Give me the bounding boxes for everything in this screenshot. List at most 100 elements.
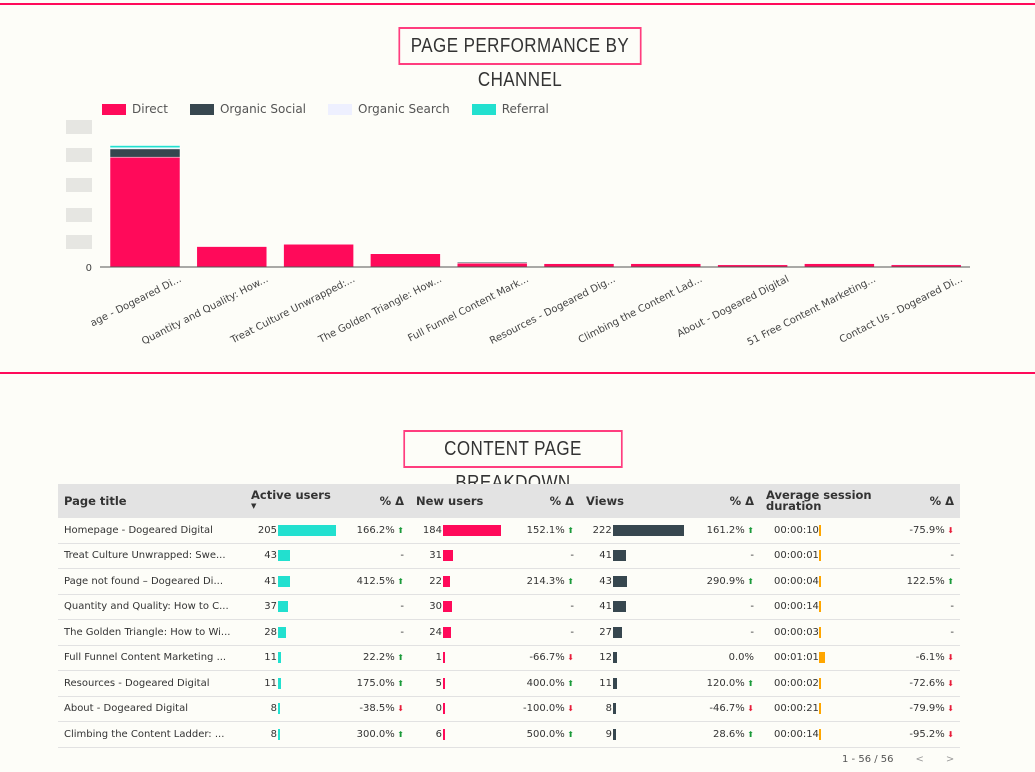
column-header[interactable]: % Δ xyxy=(345,494,410,508)
bar-segment[interactable] xyxy=(283,244,354,268)
page-title-cell: About - Dogeared Digital xyxy=(64,703,188,715)
metric-bar xyxy=(443,550,453,562)
page-title-cell: Resources - Dogeared Digital xyxy=(64,677,210,689)
bar-segment[interactable] xyxy=(370,253,441,268)
pagination: 1 - 56 / 56 < > xyxy=(842,754,954,765)
change-cell: 166.2% ⬆ xyxy=(345,525,410,536)
bar-segment[interactable] xyxy=(456,261,528,263)
metric-bar xyxy=(443,626,451,638)
change-cell: -66.7% ⬇ xyxy=(510,652,580,663)
metric-cell: 24 xyxy=(410,626,510,638)
change-cell: 120.0% ⬆ xyxy=(690,678,760,689)
change-value: 300.0% xyxy=(356,728,395,740)
metric-value: 11 xyxy=(599,677,612,689)
column-header[interactable]: Average session duration xyxy=(760,490,880,512)
duration-value: 00:00:03 xyxy=(774,626,819,638)
column-header[interactable]: % Δ xyxy=(510,494,580,508)
change-value: - xyxy=(750,601,754,613)
metric-bar xyxy=(443,703,445,715)
duration-bar xyxy=(819,524,821,536)
table-row[interactable]: Resources - Dogeared Digital 11 175.0% ⬆ 5 4… xyxy=(58,671,960,697)
duration-cell: 00:00:14 xyxy=(760,601,880,613)
bar-segment[interactable] xyxy=(109,156,181,268)
duration-cell: 00:00:21 xyxy=(760,703,880,715)
change-cell: -95.2% ⬇ xyxy=(880,729,960,740)
duration-value: 00:00:01 xyxy=(774,550,819,562)
change-value: 22.2% xyxy=(362,652,395,664)
metric-cell: 8 xyxy=(245,703,345,715)
table-row[interactable]: Page not found – Dogeared Di... 41 412.5% … xyxy=(58,569,960,595)
column-header[interactable]: Active users ▼ xyxy=(245,490,345,512)
legend-item[interactable]: Organic Search xyxy=(328,102,450,116)
change-value: 28.6% xyxy=(712,728,745,740)
change-value: -100.0% xyxy=(523,703,565,715)
bar-segment[interactable] xyxy=(456,262,528,268)
metric-cell: 37 xyxy=(245,601,345,613)
duration-bar xyxy=(819,728,821,740)
metric-bar xyxy=(613,652,617,664)
metric-cell: 11 xyxy=(245,677,345,689)
metric-bar xyxy=(613,575,627,587)
prev-page-button[interactable]: < xyxy=(915,754,924,765)
metric-cell: 28 xyxy=(245,626,345,638)
legend-item[interactable]: Organic Social xyxy=(189,102,306,116)
change-value: -79.9% xyxy=(909,703,945,715)
up-arrow-icon: ⬆ xyxy=(564,678,574,688)
metric-value: 0 xyxy=(435,703,442,715)
change-value: 122.5% xyxy=(906,575,945,587)
duration-value: 00:00:14 xyxy=(774,601,819,613)
column-header[interactable]: % Δ xyxy=(880,494,960,508)
metric-value: 11 xyxy=(264,652,277,664)
change-cell: - xyxy=(690,627,760,638)
table-row[interactable]: Treat Culture Unwrapped: Swe... 43 - 31 - 41 -… xyxy=(58,544,960,569)
table-row[interactable]: Homepage - Dogeared Digital 205 166.2% ⬆ 18… xyxy=(58,518,960,544)
change-cell: - xyxy=(510,601,580,612)
legend-item[interactable]: Referral xyxy=(471,102,549,116)
column-header[interactable]: % Δ xyxy=(690,494,760,508)
change-value: -46.7% xyxy=(709,703,745,715)
table-row[interactable]: Quantity and Quality: How to C... 37 - 30 - 4… xyxy=(58,595,960,620)
table-row[interactable]: About - Dogeared Digital 8 -38.5% ⬇ 0 -100.0… xyxy=(58,697,960,722)
metric-bar xyxy=(613,550,627,562)
bar-segment[interactable] xyxy=(543,262,615,264)
y-tick-label: 0 xyxy=(86,263,92,274)
column-header[interactable]: New users xyxy=(410,494,510,508)
bar-segment[interactable] xyxy=(890,263,962,266)
metric-cell: 27 xyxy=(580,626,690,638)
change-cell: 400.0% ⬆ xyxy=(510,678,580,689)
bar-segment[interactable] xyxy=(196,245,268,247)
table-title: CONTENT PAGE BREAKDOWN xyxy=(403,430,623,494)
metric-cell: 205 xyxy=(245,524,345,536)
chart-legend: Direct Organic Social Organic Search Referr… xyxy=(102,102,549,116)
change-cell: -100.0% ⬇ xyxy=(510,703,580,714)
metric-cell: 9 xyxy=(580,728,690,740)
metric-bar xyxy=(278,550,291,562)
down-arrow-icon: ⬇ xyxy=(944,525,954,535)
bar-segment[interactable] xyxy=(370,252,441,254)
table-row[interactable]: Climbing the Content Ladder: ... 8 300.0% … xyxy=(58,722,960,748)
next-page-button[interactable]: > xyxy=(945,754,955,765)
table-row[interactable]: The Golden Triangle: How to Wi... 28 - 24 - 2… xyxy=(58,620,960,646)
metric-cell: 6 xyxy=(410,728,510,740)
down-arrow-icon: ⬇ xyxy=(744,704,754,714)
metric-bar xyxy=(443,575,450,587)
bar-segment[interactable] xyxy=(109,145,181,148)
page-title-cell: Page not found – Dogeared Di... xyxy=(64,575,223,587)
metric-value: 8 xyxy=(270,703,277,715)
metric-bar xyxy=(613,601,627,613)
legend-item[interactable]: Direct xyxy=(102,102,168,116)
change-value: - xyxy=(400,550,404,562)
metric-value: 41 xyxy=(599,601,612,613)
change-value: - xyxy=(950,550,954,562)
metric-bar xyxy=(443,677,445,689)
column-header[interactable]: Page title xyxy=(58,494,245,508)
duration-bar xyxy=(819,626,821,638)
bar-segment[interactable] xyxy=(717,263,788,265)
change-cell: - xyxy=(510,627,580,638)
bar-segment[interactable] xyxy=(109,148,181,158)
duration-value: 00:01:01 xyxy=(774,652,819,664)
column-header[interactable]: Views xyxy=(580,494,690,508)
up-arrow-icon: ⬆ xyxy=(564,525,574,535)
table-row[interactable]: Full Funnel Content Marketing ... 11 22.2%… xyxy=(58,646,960,671)
bar-segment[interactable] xyxy=(196,246,268,268)
